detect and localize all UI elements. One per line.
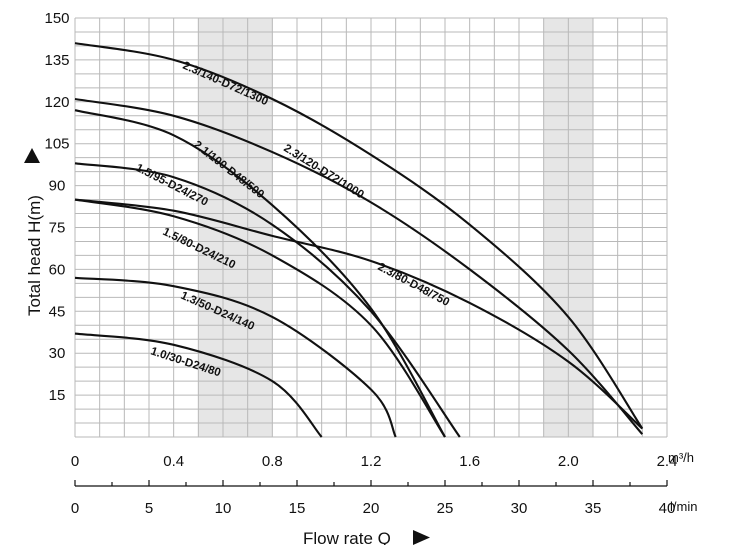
x-tick-label-lmin: 15 [289, 500, 306, 517]
x-tick-label-m3h: 0.8 [262, 453, 283, 470]
x-tick-label-lmin: 30 [511, 500, 528, 517]
y-tick-label: 105 [44, 136, 69, 153]
y-axis-arrow-icon [24, 148, 40, 163]
x-unit-m3h: m³/h [668, 450, 694, 465]
y-tick-label: 120 [44, 94, 69, 111]
y-tick-label: 75 [49, 220, 66, 237]
x-tick-label-m3h: 1.2 [361, 453, 382, 470]
y-tick-label: 90 [49, 178, 66, 195]
curve-2-3-140-d72-1300 [74, 42, 644, 430]
y-tick-label: 150 [44, 10, 69, 27]
curve-1-5-95-d24-270 [74, 162, 461, 438]
x-unit-lmin: l/min [670, 499, 697, 514]
x-tick-label-lmin: 5 [145, 500, 153, 517]
curve-2-3-120-d72-1000 [74, 97, 644, 435]
x-tick-label-m3h: 0 [71, 453, 79, 470]
curve-1-5-80-d24-210 [74, 198, 446, 438]
x-tick-label-lmin: 10 [215, 500, 232, 517]
y-tick-label: 45 [49, 303, 66, 320]
curve-1-3-50-d24-140 [74, 276, 397, 438]
curve-2-1-100-d48-500 [74, 109, 446, 438]
x-tick-label-lmin: 0 [71, 500, 79, 517]
x-tick-label-m3h: 2.4 [657, 453, 678, 470]
x-axis-lmin: 0 5 10 15 20 25 30 35 40 [71, 480, 676, 517]
x-tick-label-m3h: 2.0 [558, 453, 579, 470]
x-tick-label-m3h: 0.4 [163, 453, 184, 470]
x-tick-label-lmin: 35 [585, 500, 602, 517]
curve-1-0-30-d24-80 [74, 332, 323, 438]
y-tick-labels: 150 135 120 105 90 75 60 45 30 15 [44, 10, 69, 404]
x-axis-arrow-icon [413, 530, 430, 545]
y-tick-label: 135 [44, 52, 69, 69]
x-tick-label-m3h: 1.6 [459, 453, 480, 470]
x-tick-label-lmin: 20 [363, 500, 380, 517]
x-axis-title: Flow rate Q [303, 529, 391, 545]
curve-2-3-80-d48-750 [74, 198, 644, 430]
x-tick-label-lmin: 25 [437, 500, 454, 517]
y-tick-label: 30 [49, 345, 66, 362]
curve-label: 2.3/80-D48/750 [376, 261, 452, 309]
performance-curves [74, 42, 644, 438]
y-tick-label: 15 [49, 387, 66, 404]
y-tick-label: 60 [49, 261, 66, 278]
y-axis-title: Total head H(m) [25, 195, 44, 316]
grid-lines [74, 17, 668, 438]
x-tick-label-lmin: 40 [659, 500, 676, 517]
x-tick-labels-m3h: 0 0.4 0.8 1.2 1.6 2.0 2.4 [71, 453, 678, 470]
